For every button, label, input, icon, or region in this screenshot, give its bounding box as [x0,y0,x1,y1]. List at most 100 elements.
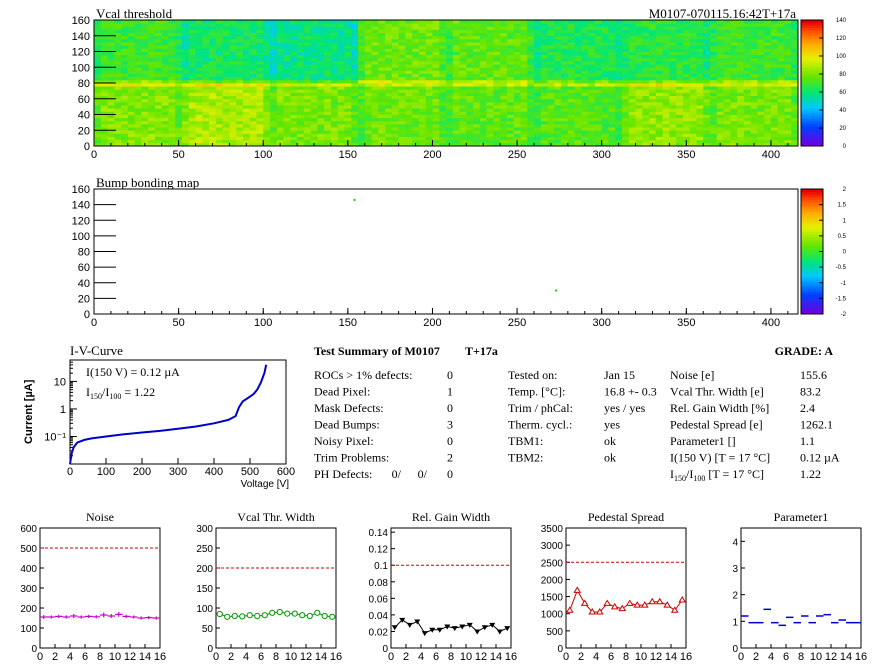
heatmap-cell [195,20,203,24]
heatmap-cell [703,142,711,147]
heatmap-cell [635,139,643,144]
heatmap-cell [452,136,460,141]
heatmap-cell [561,86,569,90]
heatmap-cell [784,73,792,78]
heatmap-cell [236,76,244,81]
heatmap-cell [222,139,230,144]
heatmap-cell [385,130,393,134]
heatmap-cell [134,89,142,93]
heatmap-cell [534,120,542,125]
heatmap-cell [283,51,291,56]
heatmap-cell [567,32,576,37]
heatmap-cell [588,79,596,84]
heatmap-cell [770,98,779,103]
palette-bin [801,206,823,210]
heatmap-cell [324,76,332,81]
palette-bin [801,100,823,104]
heatmap-cell [696,92,704,96]
heatmap-cell [784,64,792,68]
heatmap-cell [500,67,508,71]
heatmap-cell [425,92,433,96]
heatmap-cell [236,73,244,78]
heatmap-cell [182,35,190,40]
heatmap-cell [473,130,481,134]
heatmap-cell [574,133,582,137]
heatmap-cell [107,45,115,49]
x-tick-label: 150 [339,149,357,161]
heatmap-cell [716,114,724,119]
heatmap-cell [682,48,691,52]
heatmap-cell [459,117,467,122]
heatmap-cell [405,139,413,144]
heatmap-cell [154,57,163,62]
heatmap-cell [290,139,298,144]
heatmap-cell [154,79,163,84]
heatmap-cell [337,105,345,109]
heatmap-cell [188,29,196,33]
heatmap-cell [642,108,650,112]
heatmap-cell [215,101,224,106]
heatmap-cell [540,35,548,40]
x-tick-label: 8 [273,651,279,663]
heatmap-cell [439,42,447,46]
heatmap-cell [466,67,474,71]
heatmap-cell [561,136,569,141]
heatmap-cell [642,95,650,100]
heatmap-cell [446,127,454,131]
heatmap-cell [127,35,136,40]
heatmap-cell [263,139,271,144]
heatmap-cell [127,23,136,27]
heatmap-cell [642,139,650,144]
heatmap-cell [100,86,108,90]
palette-bin [801,259,823,262]
heatmap-cell [195,108,203,112]
heatmap-cell [466,105,474,109]
heatmap-cell [412,105,420,109]
heatmap-cell [696,101,704,106]
y-tick-label: 140 [72,200,90,212]
heatmap-cell [358,32,366,37]
heatmap-cell [594,83,603,87]
heatmap-cell [290,83,298,87]
heatmap-cell [594,67,603,71]
heatmap-cell [534,70,542,74]
heatmap-cell [662,73,670,78]
iv-x-tick-label: 500 [241,466,259,478]
palette-bin [801,113,823,117]
heatmap-cell [276,51,284,56]
heatmap-cell [750,26,758,30]
palette-bin [801,251,823,255]
heatmap-cell [723,86,731,90]
heatmap-cell [723,67,731,71]
heatmap-cell [554,26,562,30]
heatmap-cell [391,98,400,103]
heatmap-cell [466,89,474,93]
heatmap-cell [547,136,555,141]
heatmap-cell [385,101,393,106]
heatmap-cell [527,70,535,74]
heatmap-cell [405,105,413,109]
heatmap-cell [405,23,413,27]
heatmap-cell [222,23,230,27]
heatmap-cell [330,26,339,30]
heatmap-cell [777,111,785,115]
heatmap-cell [743,51,752,56]
heatmap-cell [351,35,359,40]
heatmap-cell [337,133,345,137]
iv-y-tick-label: 10 [54,376,66,388]
heatmap-cell [405,83,413,87]
heatmap-cell [493,92,501,96]
heatmap-cell [452,114,460,119]
heatmap-cell [215,48,224,52]
heatmap-cell [148,45,156,49]
heatmap-cell [249,98,257,103]
heatmap-cell [757,130,765,134]
heatmap-cell [344,64,352,68]
heatmap-cell [229,51,237,56]
heatmap-cell [710,70,718,74]
heatmap-cell [358,101,366,106]
heatmap-cell [737,70,745,74]
heatmap-cell [473,133,481,137]
heatmap-cell [655,139,664,144]
